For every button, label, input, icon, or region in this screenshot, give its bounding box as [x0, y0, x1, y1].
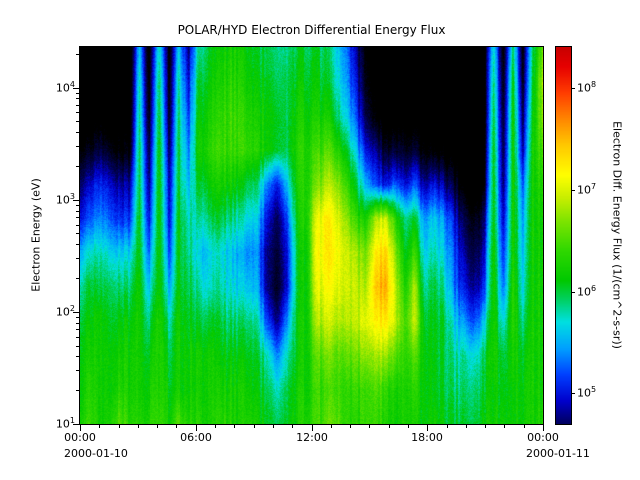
x-minor-tick	[254, 425, 255, 428]
x-minor-tick	[389, 425, 390, 428]
y-minor-tick	[76, 211, 80, 212]
x-minor-tick	[292, 425, 293, 428]
colorbar-tick	[571, 292, 575, 293]
y-tick-label: 103	[55, 192, 75, 207]
x-tick-label: 12:00	[296, 431, 328, 444]
y-axis-label: Electron Energy (eV)	[29, 178, 43, 292]
y-minor-tick	[76, 121, 80, 122]
x-minor-tick	[524, 425, 525, 428]
x-minor-tick	[234, 425, 235, 428]
x-tick-label: 06:00	[180, 431, 212, 444]
y-minor-tick	[76, 278, 80, 279]
x-major-tick	[80, 425, 81, 431]
colorbar-canvas	[556, 47, 571, 424]
x-major-tick	[543, 425, 544, 431]
y-minor-tick	[76, 370, 80, 371]
y-major-tick	[73, 312, 80, 313]
heatmap-canvas	[80, 47, 543, 424]
y-minor-tick	[76, 329, 80, 330]
y-minor-tick	[76, 356, 80, 357]
y-minor-tick	[76, 132, 80, 133]
y-minor-tick	[76, 323, 80, 324]
x-minor-tick	[331, 425, 332, 428]
y-minor-tick	[76, 346, 80, 347]
y-minor-tick	[76, 146, 80, 147]
x-minor-tick	[176, 425, 177, 428]
y-major-tick	[73, 200, 80, 201]
y-tick-label: 101	[55, 416, 75, 431]
y-minor-tick	[76, 112, 80, 113]
y-tick-label: 102	[55, 304, 75, 319]
x-tick-label: 00:00	[64, 431, 96, 444]
x-minor-tick	[119, 425, 120, 428]
x-minor-tick	[466, 425, 467, 428]
y-minor-tick	[76, 337, 80, 338]
x-axis-date-end: 2000-01-11	[526, 447, 590, 460]
y-minor-tick	[76, 258, 80, 259]
x-tick-label: 00:00	[527, 431, 559, 444]
x-minor-tick	[504, 425, 505, 428]
x-minor-tick	[485, 425, 486, 428]
x-tick-label: 18:00	[411, 431, 443, 444]
x-axis-date-start: 2000-01-10	[64, 447, 128, 460]
chart-title: POLAR/HYD Electron Differential Energy F…	[177, 23, 446, 37]
y-minor-tick	[76, 205, 80, 206]
y-minor-tick	[76, 233, 80, 234]
y-minor-tick	[76, 54, 80, 55]
y-minor-tick	[76, 225, 80, 226]
x-major-tick	[427, 425, 428, 431]
colorbar-tick	[571, 88, 575, 89]
plot-area	[79, 46, 544, 425]
y-minor-tick	[76, 105, 80, 106]
y-minor-tick	[76, 317, 80, 318]
y-minor-tick	[76, 217, 80, 218]
colorbar	[555, 46, 572, 425]
y-minor-tick	[76, 244, 80, 245]
y-minor-tick	[76, 98, 80, 99]
colorbar-tick-label: 108	[577, 80, 597, 95]
x-minor-tick	[157, 425, 158, 428]
x-minor-tick	[273, 425, 274, 428]
colorbar-tick	[571, 190, 575, 191]
colorbar-tick-label: 105	[577, 385, 597, 400]
x-minor-tick	[99, 425, 100, 428]
y-major-tick	[73, 424, 80, 425]
colorbar-label: Electron Diff. Energy Flux (1/(cm^2-s-sr…	[610, 121, 624, 349]
colorbar-tick-label: 106	[577, 284, 597, 299]
y-minor-tick	[76, 93, 80, 94]
y-minor-tick	[76, 166, 80, 167]
colorbar-tick-label: 107	[577, 182, 597, 197]
y-minor-tick	[76, 390, 80, 391]
x-minor-tick	[408, 425, 409, 428]
y-major-tick	[73, 88, 80, 89]
x-major-tick	[312, 425, 313, 431]
x-minor-tick	[138, 425, 139, 428]
y-tick-label: 104	[55, 80, 75, 95]
x-minor-tick	[369, 425, 370, 428]
x-minor-tick	[215, 425, 216, 428]
x-minor-tick	[447, 425, 448, 428]
x-major-tick	[196, 425, 197, 431]
colorbar-tick	[571, 393, 575, 394]
x-minor-tick	[350, 425, 351, 428]
